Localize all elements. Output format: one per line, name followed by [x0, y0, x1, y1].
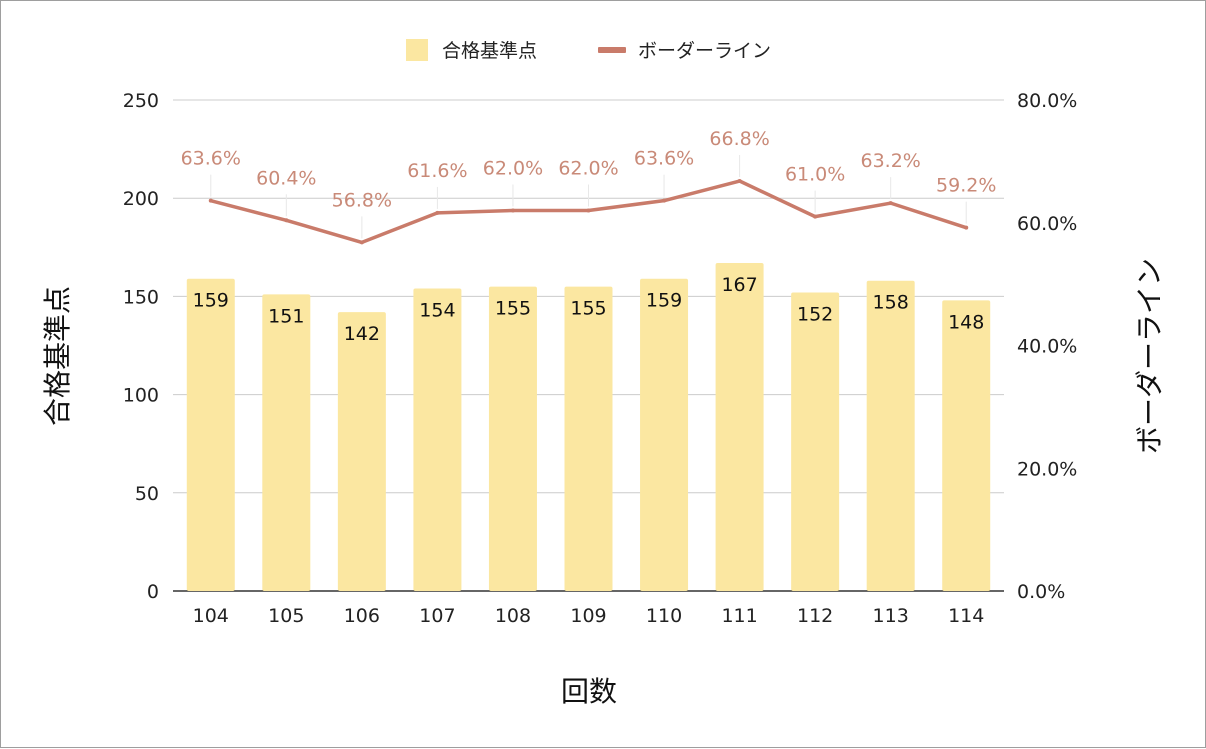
bar-data-label: 159	[193, 290, 229, 312]
legend: 合格基準点 ボーダーライン	[406, 39, 771, 62]
bar	[262, 294, 311, 591]
x-axis-title: 回数	[561, 675, 617, 708]
right-tick-label: 80.0%	[1017, 90, 1077, 112]
bar-data-label: 159	[646, 290, 682, 312]
bar-data-label: 152	[797, 303, 833, 325]
line-data-label: 63.2%	[861, 150, 921, 172]
x-tick-label: 106	[344, 605, 380, 627]
line-point	[813, 214, 818, 219]
bar-data-label: 151	[268, 305, 304, 327]
tick-labels: 0 50 100 150 200 250 0.0% 20.0% 40.0% 60.0% 80.0% 1…	[123, 90, 1078, 627]
bar	[337, 312, 386, 591]
line-data-label: 62.0%	[483, 157, 543, 179]
bar	[715, 263, 764, 591]
bar	[488, 286, 537, 591]
x-tick-label: 113	[873, 605, 909, 627]
legend-label-line: ボーダーライン	[638, 40, 771, 62]
line-data-label: 60.4%	[256, 167, 316, 189]
line-point	[284, 218, 289, 223]
bar	[640, 278, 689, 591]
left-tick-label: 50	[135, 483, 159, 505]
bar	[186, 278, 235, 591]
legend-label-bar: 合格基準点	[442, 40, 537, 62]
legend-swatch-line	[598, 47, 626, 53]
x-tick-label: 110	[646, 605, 682, 627]
x-tick-label: 105	[268, 605, 304, 627]
x-tick-label: 114	[948, 605, 984, 627]
line-point	[737, 179, 742, 184]
x-tick-label: 109	[570, 605, 606, 627]
bar-data-label: 167	[721, 274, 757, 296]
line-point	[359, 240, 364, 245]
line-data-label: 59.2%	[936, 175, 996, 197]
line-data-label: 66.8%	[709, 128, 769, 150]
x-tick-label: 104	[193, 605, 229, 627]
right-tick-label: 0.0%	[1017, 581, 1065, 603]
line-data-label: 63.6%	[634, 148, 694, 170]
bar	[564, 286, 613, 591]
line-point	[510, 208, 515, 213]
line-data-label: 62.0%	[558, 157, 618, 179]
left-tick-label: 250	[123, 90, 159, 112]
x-tick-label: 112	[797, 605, 833, 627]
bar-data-label: 155	[495, 298, 531, 320]
bar-data-label: 154	[419, 300, 455, 322]
line-data-label: 61.6%	[407, 160, 467, 182]
line-point	[208, 198, 213, 203]
right-tick-label: 20.0%	[1017, 458, 1077, 480]
line-point	[888, 201, 893, 206]
legend-swatch-bar	[406, 39, 428, 61]
right-axis-title: ボーダーライン	[1133, 258, 1166, 454]
right-tick-label: 60.0%	[1017, 213, 1077, 235]
line-point	[662, 198, 667, 203]
line-series: 63.6% 60.4% 56.8% 61.6% 62.0% 62.0% 63.6% 66.8%…	[181, 128, 996, 245]
left-tick-label: 100	[123, 385, 159, 407]
bar	[791, 292, 840, 591]
bar	[866, 280, 915, 591]
line-point	[435, 210, 440, 215]
bar	[413, 288, 462, 591]
x-tick-label: 107	[419, 605, 455, 627]
left-axis-title: 合格基準点	[41, 286, 74, 426]
bar-data-label: 155	[570, 298, 606, 320]
bar-data-label: 142	[344, 323, 380, 345]
line-data-label: 56.8%	[332, 189, 392, 211]
bars: 159 151 142 154 155 155 159 167 152 158 148	[186, 263, 991, 591]
bar-data-label: 148	[948, 311, 984, 333]
right-tick-label: 40.0%	[1017, 336, 1077, 358]
left-tick-label: 150	[123, 286, 159, 308]
line-data-label: 63.6%	[181, 148, 241, 170]
line-data-label: 61.0%	[785, 164, 845, 186]
bar-data-label: 158	[873, 292, 909, 314]
x-tick-label: 111	[721, 605, 757, 627]
line-point	[586, 208, 591, 213]
left-tick-label: 0	[147, 581, 159, 603]
bar	[942, 300, 991, 591]
line-point	[964, 225, 969, 230]
left-tick-label: 200	[123, 188, 159, 210]
x-tick-label: 108	[495, 605, 531, 627]
